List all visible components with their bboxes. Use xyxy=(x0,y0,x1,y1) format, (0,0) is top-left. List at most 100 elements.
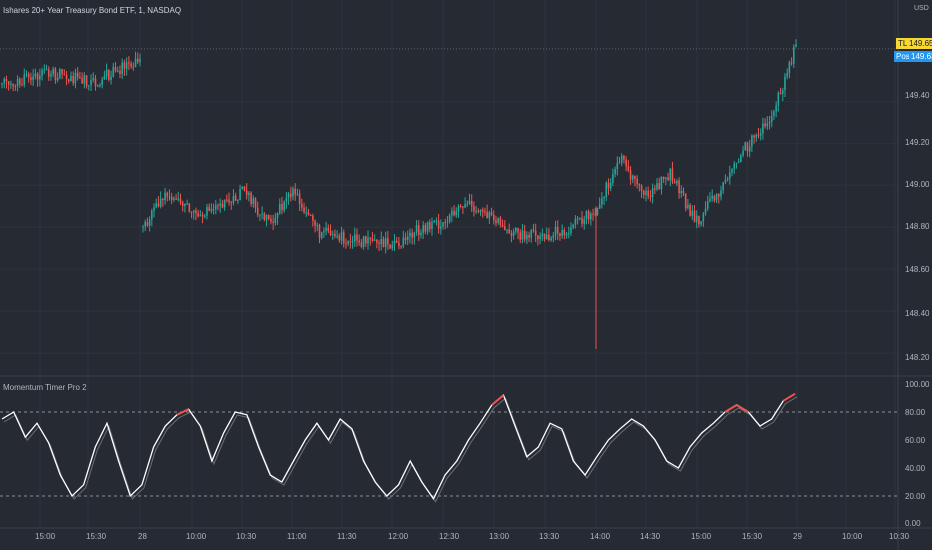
candle-body xyxy=(541,233,544,236)
candle-body xyxy=(620,155,623,163)
candle-body xyxy=(446,221,449,223)
price-tick: 148.60 xyxy=(905,265,930,274)
candle-body xyxy=(517,227,519,233)
candle-body xyxy=(336,235,338,237)
osc-main-line xyxy=(1,393,796,501)
candle-body xyxy=(41,70,43,76)
candle-body xyxy=(309,214,312,216)
osc-tick: 40.00 xyxy=(905,464,926,473)
candle-body xyxy=(481,209,484,212)
candle-body xyxy=(713,196,716,201)
price-tick: 148.80 xyxy=(905,222,930,231)
candle-body xyxy=(148,219,151,226)
candle-body xyxy=(770,115,773,122)
candle-body xyxy=(67,79,70,82)
candle-body xyxy=(197,213,199,217)
candle-body xyxy=(373,239,376,241)
osc-tick: 20.00 xyxy=(905,492,926,501)
candle-body xyxy=(353,234,356,242)
candle-body xyxy=(559,233,561,236)
candle-body xyxy=(219,203,222,206)
candle-body xyxy=(627,166,630,171)
indicator-name[interactable]: Momentum Timer Pro 2 xyxy=(3,383,87,392)
symbol-title[interactable]: Ishares 20+ Year Treasury Bond ETF, 1, N… xyxy=(3,6,182,15)
candle-body xyxy=(731,169,733,173)
candle-body xyxy=(72,75,75,84)
candle-body xyxy=(5,79,8,82)
candle-body xyxy=(119,70,121,75)
candle-body xyxy=(243,186,246,191)
candle-body xyxy=(667,177,669,181)
candle-body xyxy=(39,75,41,80)
candle-body xyxy=(30,77,32,81)
candle-body xyxy=(775,105,777,112)
candle-body xyxy=(112,66,115,77)
candle-body xyxy=(121,62,123,75)
candle-body xyxy=(170,196,173,200)
time-tick: 15:00 xyxy=(35,532,56,541)
candle-body xyxy=(215,205,217,209)
candle-body xyxy=(755,135,758,138)
candle-body xyxy=(139,58,141,62)
candle-body xyxy=(548,234,550,241)
candle-body xyxy=(428,222,431,230)
price-tick: 149.40 xyxy=(905,91,930,100)
candle-body xyxy=(682,190,685,194)
osc-tick: 100.00 xyxy=(905,380,930,389)
candle-body xyxy=(65,75,68,80)
post-market-label: Post xyxy=(894,51,913,62)
candle-body xyxy=(338,235,341,241)
candle-body xyxy=(656,183,658,190)
candle-body xyxy=(415,225,418,233)
candle-body xyxy=(272,221,274,224)
candle-body xyxy=(278,203,281,214)
candle-body xyxy=(395,240,398,243)
candle-body xyxy=(406,236,409,241)
candle-body xyxy=(334,234,336,237)
time-tick: 10:30 xyxy=(889,532,910,541)
candle-body xyxy=(455,211,458,216)
candle-body xyxy=(132,66,135,68)
candle-body xyxy=(402,237,405,247)
candle-body xyxy=(290,193,292,197)
candle-body xyxy=(21,84,23,86)
candle-body xyxy=(301,204,303,208)
candle-body xyxy=(74,72,77,84)
candle-body xyxy=(642,190,645,195)
candle-body xyxy=(184,203,186,206)
candle-body xyxy=(744,142,747,151)
candle-body xyxy=(151,210,153,220)
candle-body xyxy=(360,242,363,247)
candle-body xyxy=(90,80,92,86)
candle-body xyxy=(27,74,30,78)
candle-body xyxy=(356,234,358,241)
time-tick: 12:30 xyxy=(439,532,460,541)
price-candles xyxy=(1,39,797,350)
candle-body xyxy=(186,203,188,205)
candle-body xyxy=(762,123,764,134)
candle-body xyxy=(603,197,605,199)
candle-body xyxy=(210,208,213,211)
candle-body xyxy=(669,168,672,181)
candle-body xyxy=(740,155,742,162)
candle-body xyxy=(795,44,797,47)
candle-body xyxy=(497,217,499,223)
candle-body xyxy=(250,192,252,205)
candle-body xyxy=(733,163,736,170)
candle-body xyxy=(609,182,612,189)
candle-body xyxy=(585,210,588,220)
candle-body xyxy=(329,231,332,235)
candle-body xyxy=(206,207,208,216)
candle-body xyxy=(550,237,552,241)
candle-body xyxy=(660,176,663,190)
candle-body xyxy=(581,217,583,224)
candle-body xyxy=(226,199,228,201)
candle-body xyxy=(157,203,160,207)
candle-body xyxy=(645,190,647,195)
candle-body xyxy=(85,75,88,86)
candle-body xyxy=(203,215,206,217)
candle-body xyxy=(579,217,581,219)
candle-body xyxy=(722,182,724,191)
